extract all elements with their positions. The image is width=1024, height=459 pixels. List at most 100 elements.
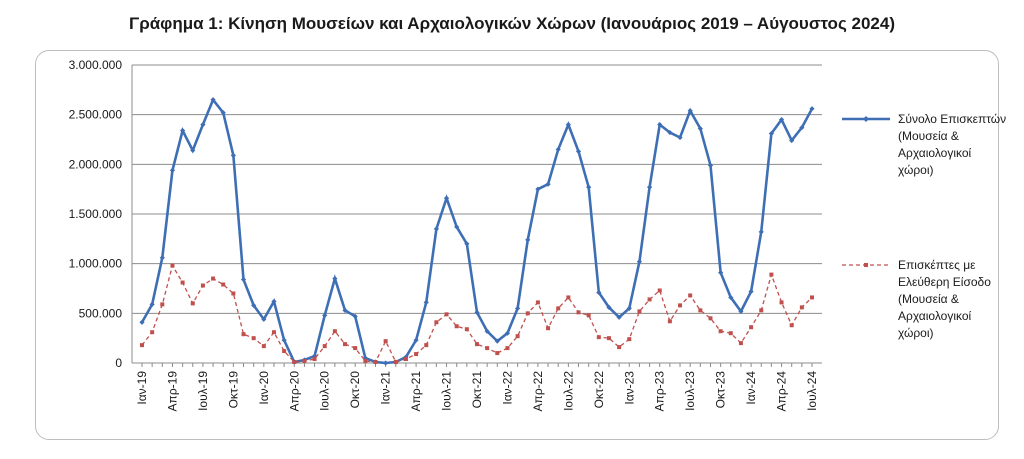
y-tick-label: 2.000.000 — [69, 157, 123, 171]
data-point-total — [271, 298, 277, 305]
data-point-free — [251, 336, 256, 341]
legend-label-free: Επισκέπτες με Ελεύθερη Είσοδο (Μουσεία &… — [898, 258, 991, 340]
x-tick-label: Ιαν-21 — [379, 371, 393, 405]
data-point-total — [555, 146, 561, 153]
data-point-total — [636, 259, 643, 265]
data-point-total — [616, 314, 622, 320]
data-point-free — [556, 306, 561, 311]
x-tick-label: Ιουλ-20 — [318, 371, 332, 411]
data-point-free — [708, 316, 713, 321]
x-tick-label: Απρ-20 — [287, 371, 301, 412]
data-point-free — [271, 330, 276, 335]
y-tick-label: 0 — [115, 356, 122, 370]
data-point-total — [504, 330, 511, 336]
data-point-total — [758, 229, 764, 235]
data-point-total — [190, 147, 196, 154]
data-point-free — [434, 320, 439, 325]
data-point-free — [688, 293, 693, 298]
data-point-free — [221, 282, 226, 287]
data-point-total — [454, 224, 460, 230]
data-point-free — [312, 357, 317, 362]
data-point-total — [494, 338, 500, 344]
data-point-free — [586, 313, 591, 318]
data-point-total — [464, 241, 470, 247]
data-point-free — [627, 337, 632, 342]
data-point-total — [210, 97, 216, 103]
data-point-total — [413, 337, 419, 343]
data-point-total — [261, 316, 267, 322]
data-point-free — [363, 359, 368, 364]
data-point-free — [596, 335, 601, 340]
data-point-total — [383, 360, 389, 366]
data-point-free — [667, 319, 672, 324]
x-tick-label: Ιαν-24 — [744, 371, 758, 405]
x-tick-label: Οκτ-22 — [592, 371, 606, 409]
data-point-free — [140, 343, 144, 348]
legend-marker-free — [864, 263, 868, 267]
y-tick-label: 1.500.000 — [69, 207, 123, 221]
data-point-total — [484, 328, 490, 334]
data-point-free — [150, 330, 155, 335]
data-point-free — [475, 342, 479, 347]
data-point-total — [200, 122, 206, 128]
data-point-total — [657, 122, 663, 128]
axes — [131, 65, 822, 367]
data-point-free — [799, 305, 804, 310]
x-tick-label: Οκτ-20 — [348, 371, 362, 409]
data-point-free — [515, 334, 520, 339]
data-point-free — [160, 302, 165, 307]
data-point-total — [220, 110, 226, 116]
data-point-total — [728, 294, 734, 301]
x-tick-label: Απρ-23 — [653, 371, 667, 412]
data-point-free — [738, 341, 743, 346]
data-point-total — [443, 195, 450, 201]
data-point-total — [646, 184, 653, 190]
x-tick-label: Οκτ-19 — [226, 371, 240, 409]
data-point-total — [606, 304, 612, 310]
data-point-free — [424, 343, 429, 348]
data-point-free — [647, 297, 652, 302]
data-point-total — [240, 276, 247, 283]
data-point-total — [474, 309, 480, 315]
x-tick-labels: Ιαν-19 Απρ-19 Ιουλ-19 Οκτ-19 Ιαν-20 Απρ-20 Ιου… — [135, 371, 819, 412]
grid-lines — [132, 64, 822, 364]
x-tick-label: Απρ-22 — [531, 371, 545, 412]
x-tick-label: Ιουλ-21 — [440, 371, 454, 411]
data-point-free — [444, 312, 449, 317]
y-tick-label: 1.000.000 — [69, 257, 123, 271]
data-point-free — [373, 360, 378, 365]
data-point-free — [170, 263, 175, 268]
x-tick-label: Απρ-19 — [165, 371, 179, 412]
data-point-free — [678, 303, 683, 308]
data-point-total — [596, 289, 602, 296]
data-point-free — [606, 336, 611, 341]
data-point-total — [311, 353, 318, 359]
data-point-free — [657, 288, 662, 293]
data-point-free — [302, 359, 307, 364]
data-point-free — [546, 326, 551, 331]
data-point-free — [343, 342, 348, 347]
x-tick-label: Ιαν-23 — [622, 371, 636, 405]
data-point-free — [789, 323, 794, 328]
data-point-free — [383, 339, 388, 344]
data-point-total — [575, 148, 582, 155]
data-point-total — [799, 124, 805, 131]
data-point-total — [677, 134, 683, 141]
data-point-total — [697, 125, 703, 132]
data-point-total — [149, 301, 155, 307]
data-point-total — [707, 162, 714, 168]
data-point-free — [403, 357, 408, 362]
series-lines — [139, 97, 815, 366]
data-point-free — [718, 329, 723, 334]
data-point-free — [617, 345, 622, 350]
data-point-free — [211, 276, 216, 281]
data-point-total — [525, 237, 531, 243]
x-tick-label: Απρ-24 — [775, 371, 789, 412]
x-tick-label: Ιαν-20 — [257, 371, 271, 405]
x-tick-label: Ιουλ-22 — [561, 371, 575, 411]
data-point-free — [261, 344, 266, 349]
data-point-free — [810, 295, 814, 300]
data-point-free — [393, 360, 398, 365]
data-point-total — [169, 167, 176, 173]
